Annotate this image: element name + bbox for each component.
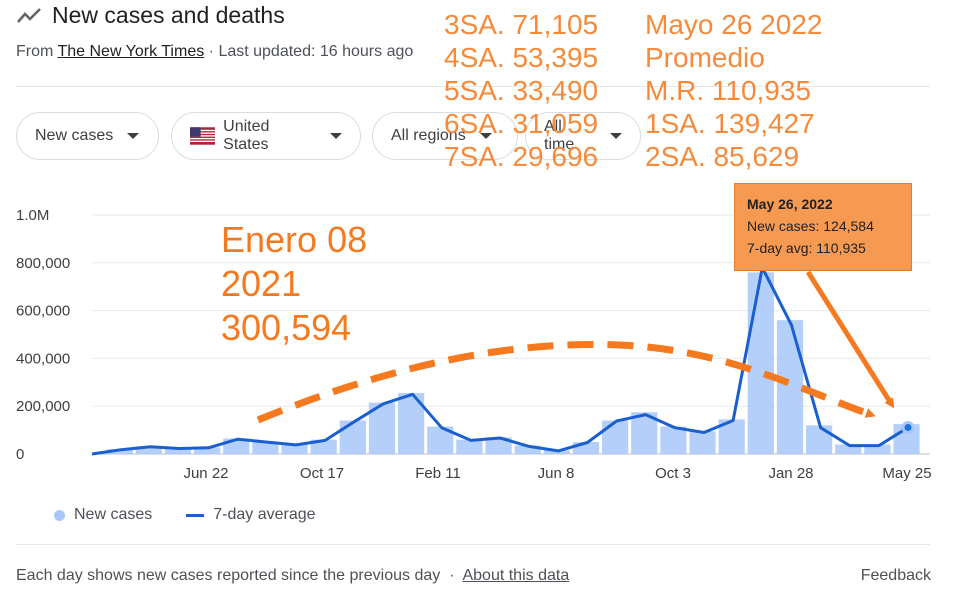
new-cases-bar[interactable] xyxy=(135,446,162,454)
footer-separator: · xyxy=(444,567,463,584)
weekly-stat: 7SA. 29,696 xyxy=(444,141,599,172)
x-tick-label: May 25 xyxy=(882,465,931,482)
weekly-stat: 4SA. 53,395 xyxy=(444,42,599,73)
country-dropdown-label: United States xyxy=(223,118,270,153)
new-cases-bar[interactable] xyxy=(339,420,366,454)
new-cases-bar[interactable] xyxy=(106,449,133,454)
new-cases-bar[interactable] xyxy=(281,444,308,454)
new-cases-bar[interactable] xyxy=(456,439,483,454)
time-range-dropdown-label: All time xyxy=(544,118,575,153)
y-tick-label: 800,000 xyxy=(16,255,70,272)
tooltip-arrow-annotation xyxy=(805,270,895,409)
y-tick-label: 1.0M xyxy=(16,207,49,224)
tooltip-avg: 7-day avg: 110,935 xyxy=(747,240,866,256)
weekly-stat: 3SA. 71,105 xyxy=(444,9,599,40)
summary-annotation: Mayo 26 2022 Promedio M.R. 110,935 1SA. … xyxy=(645,8,822,173)
new-cases-bar[interactable] xyxy=(602,420,629,454)
new-cases-bar[interactable] xyxy=(660,426,687,454)
chevron-down-icon xyxy=(127,133,140,139)
last-updated: · Last updated: 16 hours ago xyxy=(204,43,414,60)
weekly-stat: 5SA. 33,490 xyxy=(444,75,599,106)
peak-annotation-year: 2021 xyxy=(221,263,302,304)
summary-line: M.R. 110,935 xyxy=(645,75,812,106)
summary-line: Mayo 26 2022 xyxy=(645,9,823,40)
footer-text: Each day shows new cases reported since … xyxy=(16,567,441,584)
weekly-stats-annotation: 3SA. 71,105 4SA. 53,395 5SA. 33,490 6SA.… xyxy=(444,8,598,173)
new-cases-bar[interactable] xyxy=(689,431,716,454)
x-tick-label: Jun 22 xyxy=(183,465,228,482)
x-tick-label: Jan 28 xyxy=(768,465,813,482)
legend-line-icon xyxy=(186,513,205,517)
chevron-down-icon xyxy=(330,133,342,139)
new-cases-bar[interactable] xyxy=(776,320,804,454)
region-dropdown-label: All regions xyxy=(391,127,466,144)
tooltip-new-cases: New cases: 124,584 xyxy=(747,218,874,234)
new-cases-bar[interactable] xyxy=(806,425,833,454)
tooltip-date: May 26, 2022 xyxy=(747,196,833,212)
y-tick-label: 0 xyxy=(16,446,24,463)
legend-avg: 7-day average xyxy=(213,506,316,523)
metric-dropdown-label: New cases xyxy=(35,127,114,144)
source-line: From The New York Times · Last updated: … xyxy=(16,43,413,61)
feedback-link[interactable]: Feedback xyxy=(860,567,931,584)
new-cases-bar[interactable] xyxy=(747,272,774,454)
footer-note: Each day shows new cases reported since … xyxy=(16,567,569,585)
peak-annotation-date: Enero 08 xyxy=(221,219,368,260)
y-tick-label: 400,000 xyxy=(16,350,70,367)
source-prefix: From xyxy=(16,43,58,60)
chevron-down-icon xyxy=(610,133,622,139)
new-cases-bar[interactable] xyxy=(194,447,221,454)
new-cases-bar[interactable] xyxy=(252,441,279,454)
new-cases-bar[interactable] xyxy=(572,442,600,454)
new-cases-bar[interactable] xyxy=(310,439,337,454)
legend-new-cases: New cases xyxy=(74,506,153,523)
avg-line xyxy=(91,266,909,456)
x-tick-label: Oct 17 xyxy=(300,465,344,482)
y-tick-label: 600,000 xyxy=(16,303,70,320)
chart-legend: New cases 7-day average xyxy=(54,506,316,524)
legend-dot-icon xyxy=(54,509,65,521)
divider-top xyxy=(16,86,930,87)
x-tick-label: Jun 8 xyxy=(538,465,575,482)
divider-bottom xyxy=(16,544,930,545)
new-cases-bar[interactable] xyxy=(835,444,862,454)
new-cases-bar[interactable] xyxy=(485,437,512,454)
metric-dropdown[interactable]: New cases xyxy=(16,112,159,160)
region-dropdown[interactable]: All regions xyxy=(372,112,518,160)
chevron-down-icon xyxy=(479,133,492,139)
new-cases-bar[interactable] xyxy=(514,445,541,454)
dashed-arc-annotation xyxy=(256,341,876,424)
latest-point-marker[interactable] xyxy=(901,420,915,434)
new-cases-bar[interactable] xyxy=(864,444,891,454)
new-cases-bar[interactable] xyxy=(543,450,570,454)
new-cases-bar[interactable] xyxy=(164,448,192,454)
peak-annotation: Enero 08 2021 300,594 xyxy=(221,218,367,350)
y-tick-label: 200,000 xyxy=(16,398,70,415)
us-flag-icon xyxy=(190,127,216,145)
peak-annotation-value: 300,594 xyxy=(221,307,352,348)
summary-line: 1SA. 139,427 xyxy=(645,108,815,139)
source-link[interactable]: The New York Times xyxy=(57,43,205,60)
country-dropdown[interactable]: United States xyxy=(171,112,361,160)
summary-line: 2SA. 85,629 xyxy=(645,141,800,172)
data-tooltip: May 26, 2022 New cases: 124,584 7-day av… xyxy=(734,183,912,271)
about-data-link[interactable]: About this data xyxy=(462,567,570,584)
page-title: New cases and deaths xyxy=(52,2,285,28)
x-tick-label: Feb 11 xyxy=(415,465,461,482)
x-tick-label: Oct 3 xyxy=(655,465,691,482)
weekly-stat: 6SA. 31,059 xyxy=(444,108,599,139)
trending-line-icon xyxy=(17,8,41,23)
summary-line: Promedio xyxy=(645,42,765,73)
time-range-dropdown[interactable]: All time xyxy=(525,112,641,160)
